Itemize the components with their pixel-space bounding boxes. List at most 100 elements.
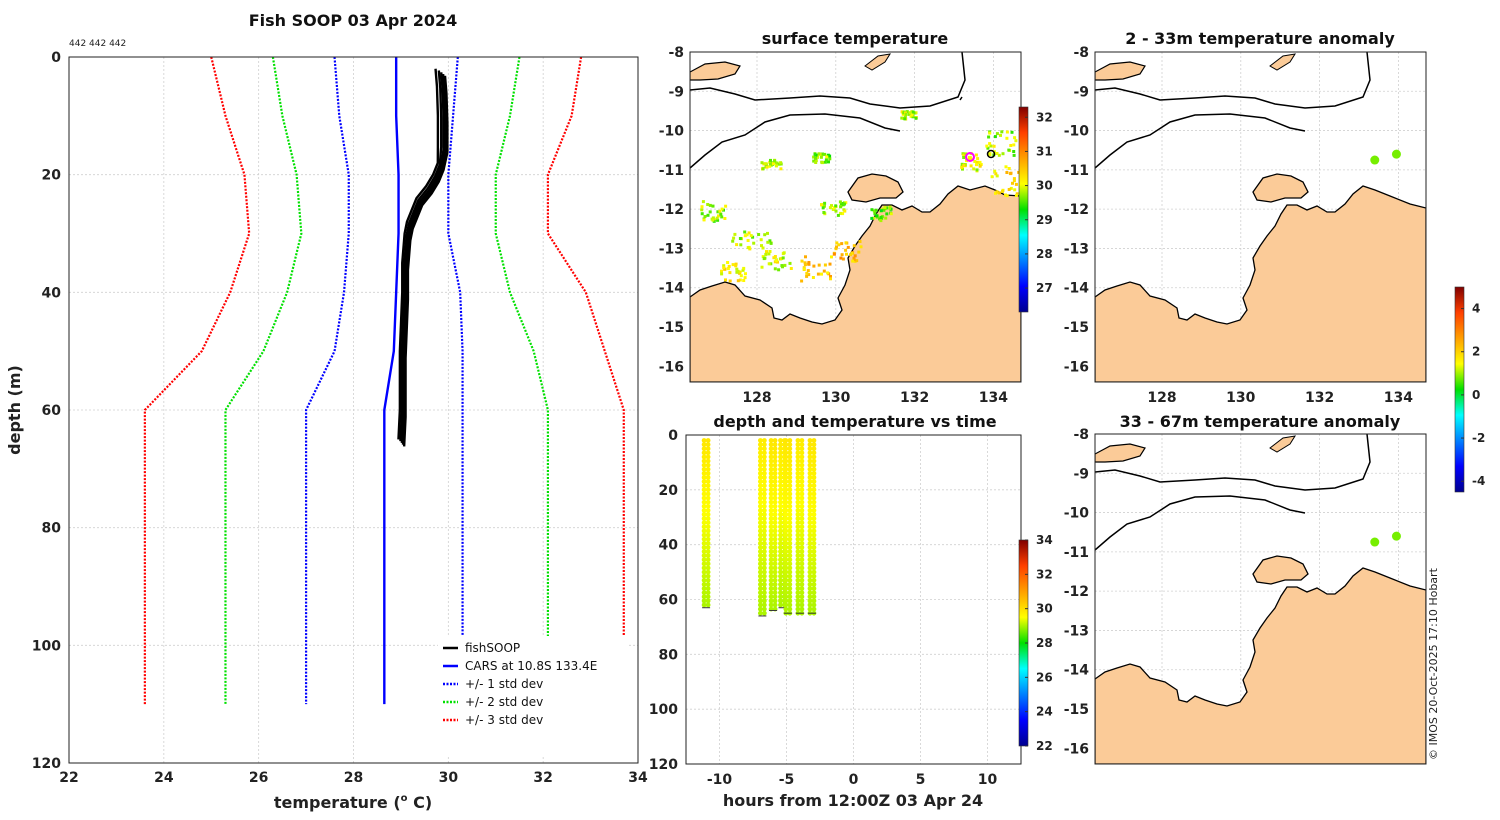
depth-time-cast-1-38 bbox=[761, 536, 767, 542]
depth-time-cast-b-4-47 bbox=[787, 561, 793, 567]
depth-time-cast-b-0-37 bbox=[705, 532, 711, 538]
sst-pixel-11-21 bbox=[1005, 171, 1009, 174]
sst-pixel-4-27 bbox=[781, 265, 784, 269]
sst-pixel-10-0 bbox=[987, 135, 991, 139]
depth-time-cast-1-34 bbox=[761, 524, 767, 530]
depth-time-cast-b-2-32 bbox=[772, 520, 778, 526]
depth-time-cast-1-65 bbox=[761, 610, 767, 616]
sst-pixel-8-6 bbox=[872, 216, 875, 220]
depth-time-cast-4-55 bbox=[783, 582, 789, 587]
depth-time-cast-b-3-29 bbox=[778, 512, 783, 517]
sst-pixel-12-25 bbox=[962, 164, 966, 167]
depth-time-cast-0-2 bbox=[701, 438, 707, 443]
depth-time-cast-b-1-16 bbox=[757, 475, 763, 480]
profile-panel: Fish SOOP 03 Apr 2024 442 442 442 22 24 26… bbox=[5, 11, 648, 812]
sst-pixel-6-21 bbox=[853, 254, 857, 258]
depth-time-cast-5-62 bbox=[799, 602, 805, 608]
depth-time-cast-4-46 bbox=[783, 557, 789, 563]
depth-time-cast-1-29 bbox=[761, 512, 767, 517]
sst-pixel-2-26 bbox=[743, 234, 747, 238]
depth-time-cast-b-5-16 bbox=[795, 475, 801, 480]
sst-point-1 bbox=[987, 152, 992, 157]
depth-time-cast-b-4-11 bbox=[787, 462, 793, 468]
depth-time-cast-1-59 bbox=[761, 594, 767, 600]
sst-pixel-11-1 bbox=[1015, 192, 1019, 196]
depth-time-cast-2-7 bbox=[768, 450, 774, 456]
depth-time-cast-b-4-52 bbox=[787, 573, 793, 579]
sst-pixel-2-6 bbox=[760, 244, 763, 248]
sst-pixel-9-14 bbox=[702, 218, 706, 222]
sst-pixel-0-18 bbox=[769, 158, 772, 162]
depth-time-cast-b-1-40 bbox=[757, 540, 763, 546]
depth-time-cast-b-5-31 bbox=[795, 516, 801, 522]
depth-time-cast-b-4-29 bbox=[787, 512, 793, 517]
sst-pixel-2-5 bbox=[752, 241, 756, 245]
depth-time-cast-4-19 bbox=[783, 483, 789, 489]
sst-pixel-6-12 bbox=[840, 242, 844, 246]
sst-pixel-11-24 bbox=[1009, 171, 1013, 175]
depth-time-cast-b-2-29 bbox=[772, 512, 778, 517]
sst-pixel-3-17 bbox=[726, 261, 730, 264]
sst-pixel-0-13 bbox=[775, 161, 779, 165]
depth-time-cast-b-4-4 bbox=[787, 442, 793, 447]
sst-pixel-3-9 bbox=[728, 271, 732, 275]
profile-line-0-0 bbox=[397, 68, 440, 440]
depth-time-cast-2-8 bbox=[768, 454, 774, 460]
depth-time-cast-6-17 bbox=[807, 479, 813, 485]
sst-pixel-11-17 bbox=[1005, 194, 1009, 198]
sst-pixel-9-24 bbox=[711, 218, 715, 222]
depth-time-cast-b-5-58 bbox=[795, 590, 801, 596]
depth-time-cast-b-1-17 bbox=[757, 479, 763, 485]
depth-time-cast-1-44 bbox=[761, 553, 767, 559]
depth-time-cast-6-20 bbox=[807, 487, 813, 493]
depth-time-cast-b-0-49 bbox=[705, 565, 711, 571]
depth-time-cast-b-6-44 bbox=[811, 553, 817, 559]
depth-time-cast-5-50 bbox=[799, 569, 805, 575]
sst-pixel-6-17 bbox=[845, 252, 848, 256]
depth-time-cast-b-2-31 bbox=[772, 516, 778, 522]
depth-time-cast-b-1-44 bbox=[757, 553, 763, 559]
depth-time-cast-5-16 bbox=[799, 475, 805, 480]
sst-pixel-7-25 bbox=[838, 200, 842, 204]
depth-time-cast-6-44 bbox=[807, 553, 813, 559]
depth-time-cast-6-8 bbox=[807, 454, 813, 460]
depth-time-cast-b-5-19 bbox=[795, 483, 801, 489]
sst-pixel-10-1 bbox=[1000, 130, 1004, 134]
depth-time-cast-b-1-49 bbox=[757, 565, 763, 571]
depth-time-cast-b-1-5 bbox=[757, 446, 763, 452]
depth-time-cast-5-49 bbox=[799, 565, 805, 571]
sst-pixel-13-23 bbox=[903, 117, 907, 121]
sst-pixel-6-20 bbox=[849, 253, 853, 257]
depth-time-cast-b-4-56 bbox=[787, 586, 793, 591]
anomaly-deep-points bbox=[1370, 531, 1401, 547]
sst-pixel-3-8 bbox=[744, 272, 747, 276]
sst-pixel-5-24 bbox=[829, 277, 832, 281]
depth-time-cast-b-0-28 bbox=[705, 507, 711, 513]
sst-pixel-8-15 bbox=[885, 206, 889, 210]
sst-pixel-12-23 bbox=[978, 164, 982, 168]
sst-pixel-11-18 bbox=[993, 169, 997, 173]
depth-time-panel: depth and temperature vs time -10 -5 0 5 100… bbox=[649, 412, 1053, 810]
depth-time-cast-b-5-40 bbox=[795, 540, 801, 546]
sst-pixel-0-22 bbox=[769, 162, 772, 166]
depth-time-cast-4-7 bbox=[783, 450, 789, 456]
depth-time-cast-b-0-59 bbox=[705, 594, 711, 600]
depth-time-cast-b-3-37 bbox=[778, 532, 783, 538]
anomaly-shallow-lon-tick-132: 132 bbox=[1305, 390, 1334, 406]
profile-y-tick-20: 20 bbox=[42, 168, 62, 184]
depth-time-cast-b-5-32 bbox=[795, 520, 801, 526]
depth-time-cast-b-3-62 bbox=[778, 602, 783, 608]
sst-pixel-0-14 bbox=[761, 167, 765, 171]
depth-time-cast-b-0-13 bbox=[705, 466, 711, 472]
depth-time-cast-6-25 bbox=[807, 499, 813, 505]
sst-pixel-4-17 bbox=[767, 262, 771, 266]
sst-pixel-8-8 bbox=[882, 208, 886, 212]
depth-time-cast-0-62 bbox=[701, 602, 707, 608]
sst-pixel-2-25 bbox=[731, 239, 735, 243]
sst-pixel-5-20 bbox=[828, 262, 832, 266]
sst-colorbar bbox=[1018, 106, 1029, 313]
depth-time-cast-1-7 bbox=[761, 450, 767, 456]
sst-pixel-10-21 bbox=[999, 133, 1002, 137]
depth-time-cast-b-6-52 bbox=[811, 573, 817, 579]
anomaly-shallow-lat-tick--11: -11 bbox=[1064, 163, 1089, 179]
